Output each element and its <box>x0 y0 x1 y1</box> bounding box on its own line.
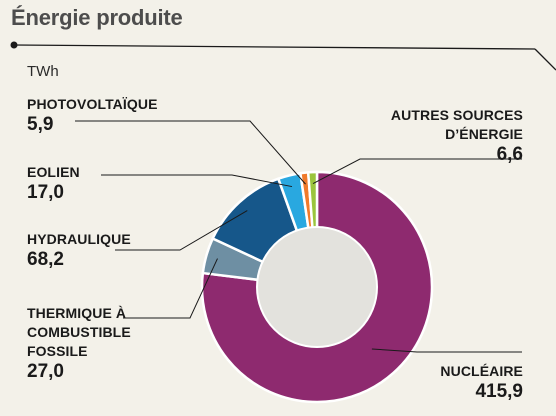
leader-line-thermique <box>123 258 218 319</box>
label-thermique: THERMIQUE À COMBUSTIBLE FOSSILE 27,0 <box>27 304 167 383</box>
label-name: PHOTOVOLTAÏQUE <box>27 96 158 112</box>
label-value: 68,2 <box>27 249 64 270</box>
label-name: AUTRES SOURCES D’ÉNERGIE <box>390 107 523 142</box>
label-eolien: EOLIEN 17,0 <box>27 163 80 204</box>
leader-lines <box>75 120 522 353</box>
label-value: 17,0 <box>27 182 64 203</box>
header-rule <box>10 41 556 71</box>
unit-label: TWh <box>27 63 59 80</box>
label-name: EOLIEN <box>27 164 80 180</box>
label-value: 415,9 <box>475 381 523 402</box>
label-value: 5,9 <box>27 114 54 135</box>
label-value: 6,6 <box>496 144 523 165</box>
label-photovoltaique: PHOTOVOLTAÏQUE 5,9 <box>27 95 158 136</box>
leader-line-autres <box>312 158 522 185</box>
label-hydraulique: HYDRAULIQUE 68,2 <box>27 230 131 271</box>
leader-line-photovoltaique <box>75 120 306 185</box>
label-name: HYDRAULIQUE <box>27 231 131 247</box>
chart-title: Énergie produite <box>11 5 183 30</box>
leader-line-hydraulique <box>115 210 248 251</box>
leader-line-eolien <box>101 174 293 188</box>
label-name: THERMIQUE À COMBUSTIBLE FOSSILE <box>27 305 131 359</box>
label-name: NUCLÉAIRE <box>440 363 523 379</box>
label-autres: AUTRES SOURCES D’ÉNERGIE 6,6 <box>353 106 523 166</box>
label-value: 27,0 <box>27 361 64 382</box>
label-nucleaire: NUCLÉAIRE 415,9 <box>440 362 523 403</box>
leader-line-nucleaire <box>371 348 522 353</box>
donut-center <box>256 226 378 348</box>
